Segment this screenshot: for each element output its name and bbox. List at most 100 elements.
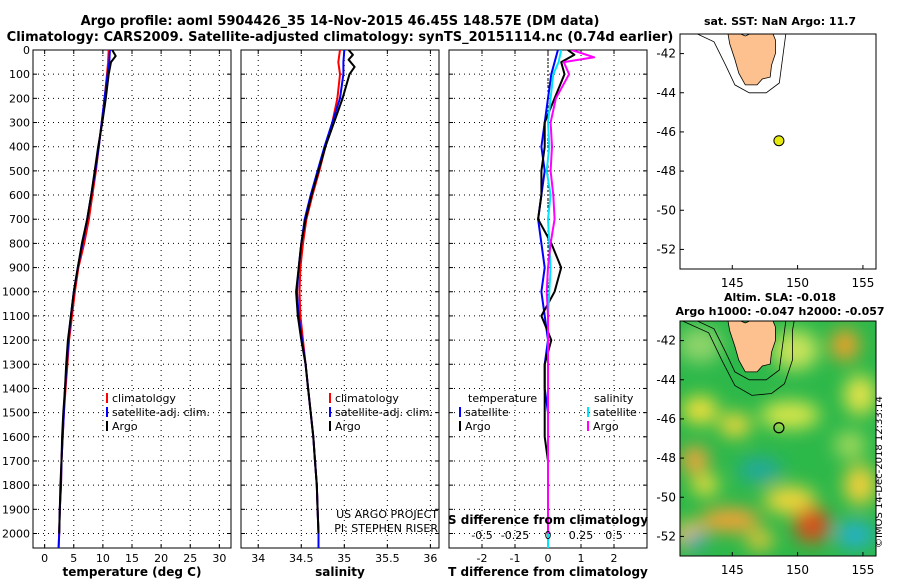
depth-tick-label: 2000 (2, 527, 30, 540)
sla-map-axes: 145 150 155 -42 -44 -46 -48 -50 -52 (656, 320, 877, 577)
sst-map-ytick-label: -52 (656, 242, 676, 256)
depth-tick-label: 0 (23, 44, 30, 57)
depth-tick-label: 700 (9, 213, 30, 226)
sst-map-xtick-label: 150 (786, 276, 809, 290)
temperature-xtick-label: 25 (183, 552, 197, 565)
depth-tick-label: 1300 (2, 358, 30, 371)
difference-axes: -2 -1 0 1 2T difference from climatology (448, 49, 648, 579)
legend-label: satellite (465, 406, 509, 419)
pi-label: PI: STEPHEN RISER (334, 522, 438, 535)
sla-map-frame (679, 320, 877, 557)
sst-map-xtick-label: 155 (851, 276, 874, 290)
depth-tick-label: 1900 (2, 503, 30, 516)
depth-tick-label: 1100 (2, 310, 30, 323)
depth-tick-label: 500 (9, 165, 30, 178)
salinity-xtick-label: 34.5 (289, 552, 314, 565)
sla-map-xtick-label: 145 (721, 563, 744, 577)
depth-tick-label: 1200 (2, 334, 30, 347)
salinity-series-argo (295, 50, 356, 534)
salinity-diff-axis-label: S difference from climatology (448, 513, 648, 527)
salinity-series-satellite-adj--clim- (296, 50, 346, 548)
sst-map-ytick-label: -42 (656, 47, 676, 61)
depth-tick-label: 200 (9, 92, 30, 105)
temperature-xtick-label: 0 (41, 552, 48, 565)
difference-series-t-argo (537, 50, 576, 534)
difference-xtick-label: 0 (545, 552, 552, 565)
difference-xtick-label: 2 (611, 552, 618, 565)
temperature-frame (32, 49, 232, 549)
salinity-xtick-label: 35.5 (375, 552, 400, 565)
sst-mainland (680, 34, 876, 35)
salinity-frame (240, 49, 440, 549)
sst-float-marker (773, 135, 785, 147)
legend-label: climatology (112, 392, 176, 405)
depth-tick-label: 800 (9, 237, 30, 250)
legend-label: satellite (593, 406, 637, 419)
difference-xtick-label: 1 (578, 552, 585, 565)
temperature-xlabel: temperature (deg C) (63, 565, 202, 579)
difference-xlabel: T difference from climatology (448, 565, 648, 579)
sst-map-ytick-label: -50 (656, 203, 676, 217)
sla-float-marker (773, 422, 785, 434)
depth-tick-label: 300 (9, 117, 30, 130)
difference-xtick-label: -2 (477, 552, 488, 565)
plot-title-line1: Argo profile: aoml 5904426_35 14-Nov-201… (80, 14, 600, 29)
temperature-series-argo (58, 50, 117, 534)
legend-label: Argo (335, 420, 361, 433)
sla-map-xtick-label: 150 (786, 563, 809, 577)
sst-map-ytick-label: -48 (656, 164, 676, 178)
difference-legend: temperature salinitysatelliteArgosatellit… (448, 392, 648, 542)
temperature-xtick-label: 10 (96, 552, 110, 565)
legend-temperature-title: temperature (468, 392, 537, 405)
salinity-diff-tick-label: 0 (545, 529, 552, 542)
salinity-diff-tick-label: 0.5 (605, 529, 623, 542)
salinity-xtick-label: 35 (337, 552, 351, 565)
depth-tick-label: 1600 (2, 431, 30, 444)
temperature-xtick-label: 30 (212, 552, 226, 565)
legend-label: Argo (465, 420, 491, 433)
salinity-xtick-label: 36 (423, 552, 437, 565)
difference-series-s-argo (545, 50, 596, 534)
sla-map-ytick-label: -42 (656, 334, 676, 348)
sla-shelf-contour (696, 321, 787, 381)
legend-label: Argo (112, 420, 138, 433)
difference-xtick-label: -1 (510, 552, 521, 565)
sst-map-frame (679, 33, 877, 270)
sst-map-ytick-label: -44 (656, 86, 676, 100)
sla-map-title-line2: Argo h1000: -0.047 h2000: -0.057 (675, 305, 885, 318)
legend-label: satellite-adj. clim. (112, 406, 210, 419)
sst-map-axes: 145 150 155 -42 -44 -46 -48 -50 -52 (656, 33, 877, 290)
sla-map-ytick-label: -44 (656, 373, 676, 387)
sla-deep-contour (682, 321, 838, 396)
depth-tick-label: 400 (9, 141, 30, 154)
legend-salinity-title: salinity (594, 392, 634, 405)
sla-map-xtick-label: 155 (851, 563, 874, 577)
sst-shelf-contour (696, 34, 787, 94)
sst-map-xtick-label: 145 (721, 276, 744, 290)
sst-map-ytick-label: -46 (656, 125, 676, 139)
project-label: US ARGO PROJECT (336, 508, 438, 521)
depth-tick-label: 1400 (2, 382, 30, 395)
plot-title-line2: Climatology: CARS2009. Satellite-adjuste… (6, 30, 674, 45)
sla-map-title-line1: Altim. SLA: -0.018 (723, 291, 837, 304)
temperature-xtick-label: 15 (125, 552, 139, 565)
sst-map-title: sat. SST: NaN Argo: 11.7 (703, 15, 857, 28)
depth-tick-label: 900 (9, 262, 30, 275)
depth-tick-label: 1800 (2, 479, 30, 492)
sla-map-ytick-label: -52 (656, 529, 676, 543)
sla-map-land (680, 321, 876, 396)
salinity-axes: 34 34.5 35 35.5 36 salinity (240, 49, 440, 579)
depth-tick-label: 100 (9, 68, 30, 81)
sla-heatmap (680, 321, 876, 556)
legend-label: climatology (335, 392, 399, 405)
salinity-xtick-label: 34 (251, 552, 265, 565)
depth-tick-label: 1000 (2, 286, 30, 299)
depth-tick-label: 1700 (2, 455, 30, 468)
salinity-diff-tick-label: -0.5 (471, 529, 492, 542)
sla-map-ytick-label: -48 (656, 451, 676, 465)
sla-map-ytick-label: -50 (656, 490, 676, 504)
salinity-diff-tick-label: -0.25 (501, 529, 529, 542)
depth-tick-label: 1500 (2, 407, 30, 420)
